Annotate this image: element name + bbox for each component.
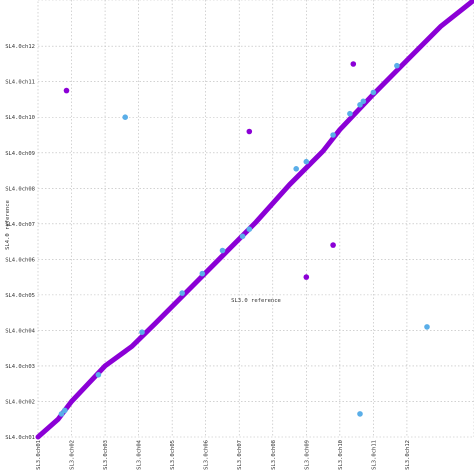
data-point-series-3-18 — [122, 114, 128, 120]
data-point-series-2-4 — [330, 242, 336, 248]
data-point-series-2-1 — [63, 87, 70, 94]
data-point-series-3-9 — [246, 226, 253, 232]
data-point-series-3-6 — [199, 270, 206, 277]
data-point-series-2-3 — [303, 274, 310, 280]
x-axis-title: SL3.0 reference — [231, 298, 281, 304]
x-tick-label-7: SL3.0ch07 — [237, 440, 243, 470]
data-point-series-3-8 — [239, 233, 246, 240]
data-point-series-2-2 — [246, 128, 253, 135]
data-point-series-3-19 — [424, 324, 430, 330]
data-point-series-2-5 — [350, 61, 357, 67]
synteny-diagonal-series-1 — [35, 0, 474, 440]
x-tick-label-4: SL3.0ch04 — [137, 439, 143, 469]
y-tick-label-4: SL4.0ch04 — [5, 328, 35, 334]
data-point-series-3-17 — [394, 62, 400, 69]
x-tick-label-1: SL3.0ch01 — [36, 440, 42, 470]
data-point-series-3-14 — [357, 102, 363, 108]
x-tick-label-2: SL3.0ch02 — [70, 440, 76, 470]
x-tick-label-8: SL3.0ch08 — [271, 440, 277, 470]
data-point-series-3-13 — [347, 110, 353, 117]
x-tick-label-11: SL3.0ch11 — [371, 440, 377, 470]
data-point-series-3-7 — [219, 247, 226, 254]
y-tick-label-3: SL4.0ch03 — [5, 364, 35, 370]
y-tick-label-6: SL4.0ch06 — [5, 257, 35, 263]
y-tick-label-7: SL4.0ch07 — [5, 222, 35, 228]
x-tick-label-5: SL3.0ch05 — [170, 440, 176, 470]
plot-frame — [37, 0, 474, 438]
x-tick-label-10: SL3.0ch10 — [338, 440, 344, 470]
data-point-series-3-2 — [62, 407, 68, 414]
data-point-series-3-11 — [303, 158, 310, 165]
data-point-series-3-10 — [293, 166, 300, 172]
y-tick-label-12: SL4.0ch12 — [5, 44, 35, 50]
x-tick-label-6: SL3.0ch06 — [204, 440, 210, 470]
data-point-series-3-3 — [95, 372, 102, 378]
y-tick-label-11: SL4.0ch11 — [5, 80, 35, 86]
data-point-series-3-4 — [139, 329, 145, 336]
tick-labels: SL3.0ch01 SL3.0ch02 SL3.0ch03 SL3.0ch04 SL3.… — [5, 44, 411, 470]
y-axis-title: SL4.0 reference — [5, 200, 11, 250]
y-tick-label-8: SL4.0ch08 — [5, 186, 35, 192]
x-tick-label-9: SL3.0ch09 — [304, 440, 310, 470]
data-point-series-3-12 — [330, 132, 336, 138]
x-tick-label-3: SL3.0ch03 — [103, 440, 109, 470]
data-point-series-3-15 — [360, 98, 367, 105]
data-point-series-3-16 — [370, 89, 377, 96]
y-tick-label-5: SL4.0ch05 — [5, 293, 35, 299]
data-point-series-3-1 — [58, 411, 65, 417]
y-tick-label-1: SL4.0ch01 — [5, 435, 35, 441]
y-tick-label-10: SL4.0ch10 — [5, 115, 35, 121]
data-point-series-3-20 — [357, 411, 363, 417]
y-tick-label-2: SL4.0ch02 — [5, 399, 35, 405]
x-tick-label-12: SL3.0ch12 — [405, 440, 411, 470]
plot-area — [35, 0, 474, 440]
y-tick-label-9: SL4.0ch09 — [5, 151, 35, 157]
data-point-series-3-5 — [179, 290, 185, 296]
